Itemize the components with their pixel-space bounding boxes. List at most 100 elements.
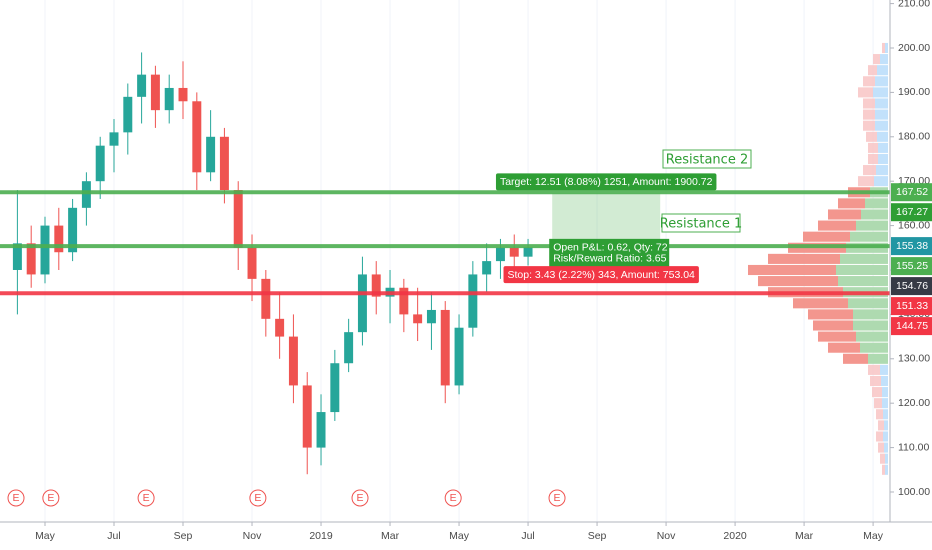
candle-body: [482, 261, 492, 275]
price-label: 167.52: [896, 186, 928, 198]
price-label-box: [891, 277, 932, 296]
profile-up: [883, 409, 888, 420]
profile-up: [836, 264, 888, 276]
profile-down: [838, 198, 865, 209]
profile-down: [878, 420, 884, 431]
profile-up: [885, 453, 888, 464]
x-tick-label: Mar: [795, 530, 814, 542]
profile-down: [863, 165, 876, 176]
profile-up: [884, 420, 888, 431]
candle-body: [12, 243, 22, 270]
profile-up: [865, 198, 888, 209]
x-tick-label: Nov: [657, 530, 676, 542]
y-tick-label: 100.00: [898, 486, 930, 498]
x-tick-label: May: [449, 530, 470, 542]
horizontal-lines: [0, 190, 890, 296]
event-label: E: [13, 492, 20, 504]
event-label: E: [143, 492, 150, 504]
profile-down: [818, 331, 856, 342]
profile-up: [875, 76, 888, 87]
profile-down: [868, 153, 878, 165]
profile-down: [878, 442, 884, 453]
candle-body: [509, 247, 519, 257]
profile-up: [875, 120, 888, 131]
profile-up: [877, 65, 888, 76]
event-marker: [249, 489, 267, 507]
profile-up: [840, 253, 888, 264]
profile-down: [803, 231, 850, 242]
profile-up: [850, 231, 888, 242]
profile-up: [880, 54, 888, 65]
candle-body: [137, 74, 147, 97]
profile-up: [873, 87, 888, 98]
pnl-box: [549, 238, 670, 267]
candle-body: [219, 136, 229, 191]
price-label-box: [891, 203, 932, 222]
price-label: 155.25: [896, 260, 928, 272]
event-marker: [137, 489, 155, 507]
candle-body: [123, 96, 133, 133]
price-label-box: [891, 183, 932, 202]
position-label: Stop: 3.43 (2.22%) 343, Amount: 753.04: [503, 266, 699, 284]
candle-body: [523, 247, 533, 257]
profile-down: [818, 220, 856, 231]
profile-down: [873, 54, 880, 65]
profile-up: [874, 176, 888, 187]
profile-up: [878, 142, 888, 153]
event-label: E: [554, 492, 561, 504]
event-marker: [42, 489, 60, 507]
candle-body: [109, 132, 119, 146]
profile-down: [863, 98, 875, 109]
profile-down: [793, 298, 848, 309]
profile-down: [866, 131, 877, 142]
profile-up: [884, 442, 888, 453]
profile-down: [828, 342, 860, 353]
candle-body: [344, 332, 354, 364]
y-tick-label: 210.00: [898, 0, 930, 9]
x-tick-label: May: [35, 530, 56, 542]
candle-body: [275, 318, 285, 337]
x-tick-label: Sep: [588, 530, 607, 542]
candle-body: [247, 247, 257, 279]
position-label-text: Stop: 3.43 (2.22%) 343, Amount: 753.04: [508, 269, 696, 281]
profile-up: [848, 298, 888, 309]
profile-up: [853, 309, 888, 320]
candle-body: [54, 225, 64, 253]
pnl-text: Open P&L: 0.62, Qty: 72: [553, 242, 668, 254]
annotation-box: [662, 149, 752, 169]
annotation-box: [661, 213, 741, 233]
profile-down: [882, 42, 885, 54]
event-marker: [548, 489, 566, 507]
profile-down: [882, 464, 885, 475]
profile-up: [883, 431, 888, 442]
price-label-box: [891, 297, 932, 316]
x-tick-label: Jul: [107, 530, 120, 542]
profile-up: [853, 320, 888, 331]
price-label: 154.76: [896, 280, 928, 292]
candle-body: [440, 309, 450, 386]
x-tick-label: 2020: [723, 530, 747, 542]
y-tick-label: 110.00: [898, 441, 929, 453]
profile-up: [880, 364, 888, 375]
profile-down: [863, 76, 875, 87]
profile-up: [875, 109, 888, 120]
profile-up: [885, 464, 888, 475]
y-tick-label: 160.00: [898, 219, 930, 231]
candle-body: [468, 274, 478, 328]
profile-up: [876, 165, 888, 176]
candle-body: [95, 145, 105, 182]
candle-body: [233, 190, 243, 248]
y-tick-label: 180.00: [898, 131, 930, 143]
event-label: E: [254, 492, 261, 504]
y-tick-label: 200.00: [898, 42, 930, 54]
position-label-text: Target: 12.51 (8.08%) 1251, Amount: 1900…: [500, 176, 713, 188]
profile-up: [856, 220, 888, 231]
candle-body: [426, 309, 436, 324]
candle-body: [371, 274, 381, 297]
event-marker: [7, 489, 25, 507]
profile-down: [880, 453, 885, 464]
x-tick-label: Mar: [381, 530, 400, 542]
candle-body: [454, 327, 464, 386]
event-marker: [444, 489, 462, 507]
candle-body: [302, 385, 312, 448]
